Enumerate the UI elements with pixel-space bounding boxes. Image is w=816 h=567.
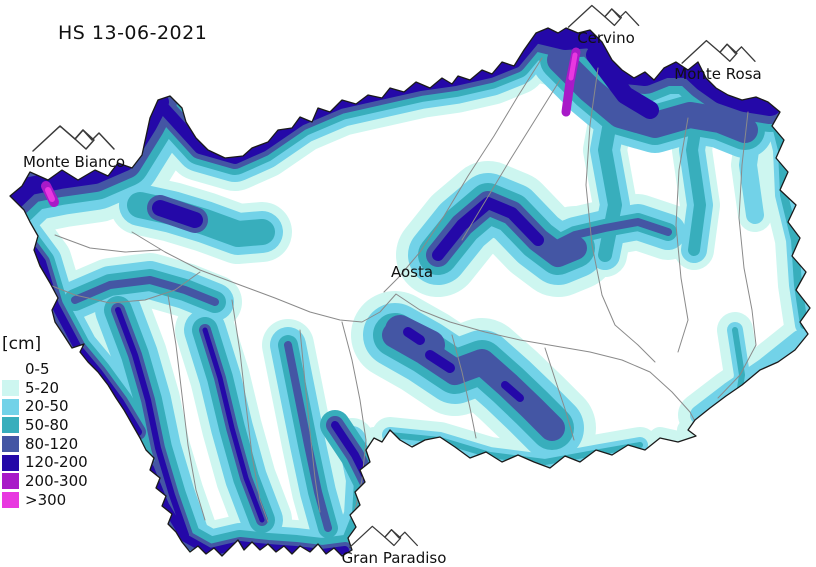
map-shape — [54, 234, 161, 253]
legend-row: 0-5 — [2, 360, 88, 379]
legend-swatch — [2, 454, 19, 471]
legend-rows: 0-5 5-20 20-50 50-80 80-120 120-200 200-300 >30… — [2, 360, 88, 510]
mountain-icon — [567, 4, 640, 28]
map-shape — [167, 294, 206, 521]
monte-bianco-label: Monte Bianco — [22, 153, 126, 171]
map-shape — [544, 347, 575, 441]
marker-gran-paradiso: Gran Paradiso — [330, 523, 458, 567]
map-shape — [32, 125, 115, 152]
gran-paradiso-label: Gran Paradiso — [341, 549, 447, 567]
snow-depth-legend: [cm] 0-5 5-20 20-50 50-80 80-120 120-200 200-3… — [2, 334, 88, 510]
cervino-label: Cervino — [577, 29, 635, 47]
legend-swatch — [2, 361, 19, 378]
legend-class-label: 20-50 — [25, 397, 69, 416]
map-shape — [717, 111, 757, 399]
map-shape — [425, 350, 455, 373]
legend-class-label: 120-200 — [25, 453, 88, 472]
map-shape — [299, 329, 321, 513]
map-shape — [568, 52, 578, 81]
legend-swatch — [2, 417, 19, 434]
map-shape — [152, 200, 203, 228]
legend-swatch — [2, 398, 19, 415]
mountain-icon — [349, 525, 418, 548]
legend-unit-label: [cm] — [2, 334, 42, 354]
map-shape — [604, 8, 622, 27]
map-shape — [349, 525, 418, 548]
legend-class-label: 200-300 — [25, 471, 88, 490]
map-shape — [432, 197, 544, 261]
legend-class-label: 0-5 — [25, 359, 50, 378]
legend-row: 120-200 — [2, 453, 88, 472]
map-shape — [675, 117, 689, 353]
legend-swatch — [2, 436, 19, 453]
river-lines — [41, 57, 757, 523]
legend-row: 20-50 — [2, 397, 88, 416]
legend-row: 200-300 — [2, 472, 88, 491]
legend-swatch — [2, 492, 19, 509]
map-shape — [231, 299, 269, 523]
mountain-icon — [32, 125, 115, 152]
map-shape — [341, 321, 367, 511]
map-shape — [547, 47, 758, 143]
map-shape — [284, 341, 332, 532]
map-shape — [45, 187, 55, 202]
map-shape — [585, 67, 656, 363]
map-shape — [567, 4, 640, 28]
map-shape — [451, 334, 477, 439]
aosta-label: Aosta — [391, 263, 434, 281]
map-shape — [131, 231, 699, 428]
legend-row: 80-120 — [2, 435, 88, 454]
map-shape — [115, 307, 189, 538]
mountain-icon — [681, 39, 756, 64]
legend-class-label: >300 — [25, 490, 67, 509]
map-shape — [202, 327, 265, 523]
map-shape — [74, 129, 95, 150]
map-shape — [501, 381, 524, 402]
map-shape — [586, 46, 659, 119]
map-shape — [403, 327, 425, 345]
map-shape — [461, 79, 561, 241]
marker-monte-rosa: Monte Rosa — [662, 37, 774, 83]
marker-cervino: Cervino — [560, 2, 652, 47]
legend-swatch — [2, 380, 19, 397]
legend-class-label: 80-120 — [25, 434, 79, 453]
legend-row: 50-80 — [2, 416, 88, 435]
map-shape — [383, 57, 543, 293]
map-title: HS 13-06-2021 — [58, 22, 208, 44]
map-shape — [384, 529, 402, 547]
map-shape — [681, 39, 756, 64]
legend-swatch — [2, 473, 19, 490]
map-shape — [541, 218, 672, 254]
legend-class-label: 50-80 — [25, 415, 69, 434]
legend-row: >300 — [2, 491, 88, 510]
marker-monte-bianco: Monte Bianco — [18, 122, 130, 171]
legend-row: 5-20 — [2, 379, 88, 398]
legend-class-label: 5-20 — [25, 378, 60, 397]
map-shape — [719, 43, 738, 62]
monte-rosa-label: Monte Rosa — [674, 65, 762, 83]
snow-band-gt300 — [45, 52, 578, 202]
map-shape — [71, 276, 219, 306]
map-shape — [41, 271, 201, 304]
